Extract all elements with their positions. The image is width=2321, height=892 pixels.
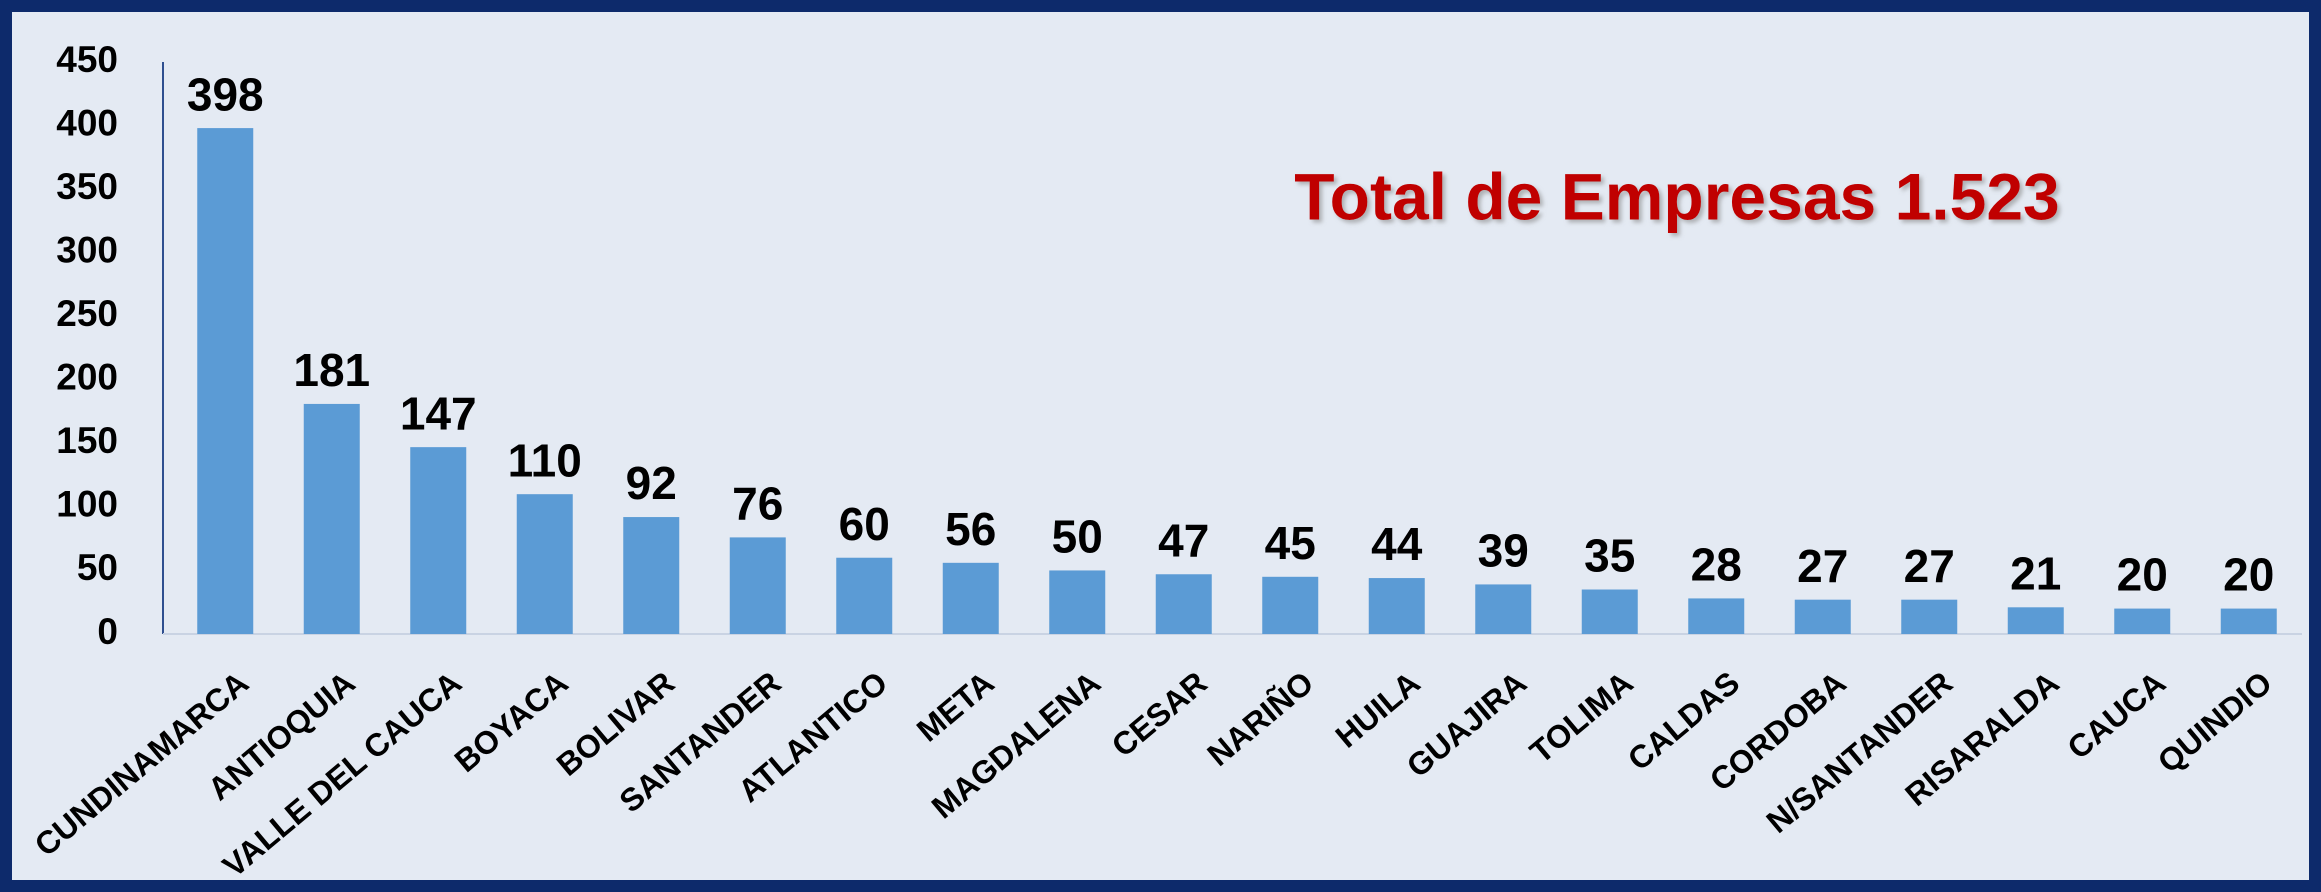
bar (1262, 576, 1319, 634)
bar (1688, 598, 1745, 634)
data-label: 27 (1797, 540, 1848, 592)
bar (1155, 574, 1212, 634)
bar (1368, 578, 1425, 634)
bar (2007, 607, 2064, 634)
y-tick-label: 450 (56, 39, 118, 80)
bar (197, 128, 254, 634)
data-label: 35 (1584, 530, 1635, 582)
data-label: 39 (1478, 525, 1529, 577)
data-label: 44 (1371, 518, 1423, 570)
bar (836, 557, 893, 634)
bar (623, 517, 680, 634)
data-label: 47 (1158, 514, 1209, 566)
data-label: 28 (1691, 539, 1742, 591)
data-label: 181 (293, 344, 370, 396)
data-label: 398 (187, 68, 264, 120)
data-label: 21 (2010, 547, 2061, 599)
data-label: 76 (732, 478, 783, 530)
data-label: 60 (839, 498, 890, 550)
data-label: 92 (626, 457, 677, 509)
data-label: 50 (1052, 511, 1103, 563)
y-tick-label: 300 (56, 229, 118, 270)
y-tick-label: 250 (56, 293, 118, 334)
y-tick-label: 150 (56, 420, 118, 461)
bar (1901, 599, 1958, 634)
bar (1581, 589, 1638, 634)
bar (2220, 608, 2277, 634)
y-tick-label: 400 (56, 102, 118, 143)
bar (2114, 608, 2171, 634)
y-tick-label: 0 (97, 611, 118, 652)
bar (1794, 599, 1851, 634)
data-label: 110 (508, 434, 582, 486)
data-label: 20 (2117, 549, 2168, 601)
bar (303, 403, 360, 634)
data-label: 27 (1904, 540, 1955, 592)
data-label: 56 (945, 503, 996, 555)
bar (729, 537, 786, 634)
bar (516, 494, 573, 634)
annotation: Total de Empresas 1.523 (1294, 159, 2059, 233)
bar (410, 447, 467, 634)
y-tick-label: 350 (56, 166, 118, 207)
bar (942, 562, 999, 634)
bar (1475, 584, 1532, 634)
y-tick-label: 200 (56, 357, 118, 398)
data-label: 45 (1265, 517, 1316, 569)
y-tick-label: 100 (56, 484, 118, 525)
data-label: 147 (400, 387, 477, 439)
data-label: 20 (2223, 549, 2274, 601)
y-tick-label: 50 (77, 547, 118, 588)
bar (1049, 570, 1106, 634)
